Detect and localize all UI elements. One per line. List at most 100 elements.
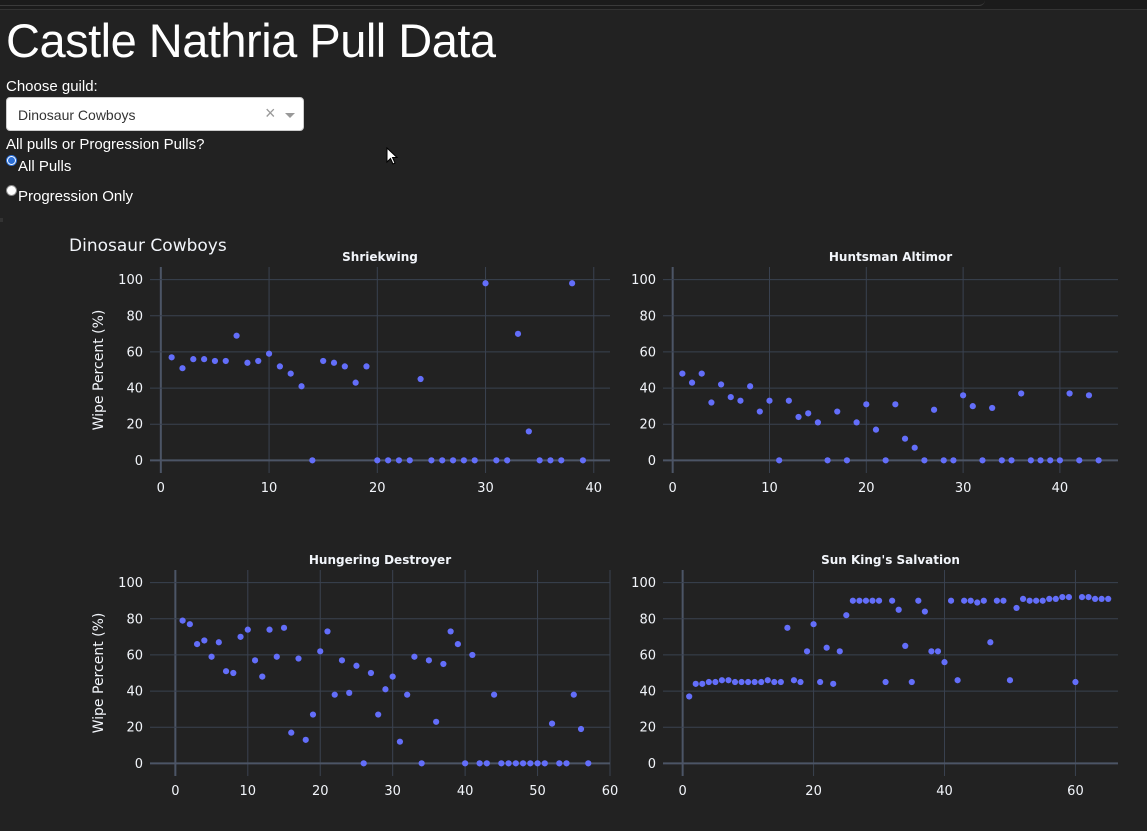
radio-progression-only-label[interactable]: Progression Only	[18, 188, 134, 205]
data-point	[941, 659, 948, 666]
data-point	[1026, 597, 1033, 604]
data-point	[449, 457, 457, 464]
data-point	[679, 370, 686, 377]
data-point	[686, 693, 693, 700]
data-point	[872, 426, 880, 433]
data-point	[863, 401, 870, 408]
data-point	[341, 363, 348, 370]
page-title: Castle Nathria Pull Data	[6, 14, 496, 67]
y-tick-label: 20	[126, 418, 143, 433]
x-tick-label: 20	[312, 784, 329, 799]
data-point	[490, 691, 498, 698]
data-point	[330, 359, 338, 366]
data-point	[856, 597, 863, 604]
data-point	[363, 363, 370, 370]
data-point	[579, 457, 587, 464]
data-point	[1056, 457, 1064, 464]
data-point	[201, 637, 208, 644]
x-tick-label: 20	[805, 784, 822, 799]
radio-all-pulls-label[interactable]: All Pulls	[18, 158, 72, 175]
data-point	[805, 410, 812, 417]
data-point	[230, 669, 237, 677]
y-axis-label: Wipe Percent (%)	[91, 613, 107, 734]
data-point	[727, 394, 734, 401]
data-point	[460, 457, 467, 464]
y-tick-label: 20	[639, 418, 656, 433]
data-point	[717, 381, 725, 388]
x-tick-label: 0	[157, 481, 165, 496]
y-tick-label: 20	[126, 721, 143, 736]
data-point	[974, 599, 981, 606]
data-point	[979, 457, 986, 464]
x-tick-label: 50	[529, 784, 546, 799]
data-point	[889, 597, 896, 604]
data-point	[921, 457, 928, 464]
data-point	[961, 597, 968, 604]
data-point	[276, 363, 283, 370]
data-point	[302, 736, 309, 743]
data-point	[505, 760, 512, 767]
data-point	[1105, 595, 1112, 603]
y-tick-label: 80	[126, 309, 143, 324]
data-point	[950, 457, 957, 464]
x-tick-label: 0	[669, 481, 677, 496]
clear-icon[interactable]: ×	[265, 103, 276, 123]
data-point	[577, 725, 585, 733]
data-point	[211, 357, 219, 365]
data-point	[309, 711, 317, 718]
data-point	[688, 379, 696, 386]
data-point	[882, 457, 889, 464]
subplot-title: Huntsman Altimor	[829, 250, 952, 264]
data-point	[987, 639, 994, 646]
data-point	[993, 597, 1000, 604]
radio-button-selected[interactable]	[6, 155, 17, 166]
data-point	[1006, 677, 1014, 684]
data-point	[346, 689, 353, 696]
data-point	[512, 760, 519, 767]
x-tick-label: 20	[858, 481, 875, 496]
radio-progression-only[interactable]: Progression Only	[6, 185, 133, 206]
chevron-down-icon[interactable]	[285, 113, 295, 118]
radio-button-unselected[interactable]	[6, 185, 17, 196]
data-point	[404, 691, 411, 698]
data-point	[980, 597, 987, 604]
data-point	[215, 639, 222, 646]
data-point	[1047, 457, 1054, 464]
x-tick-label: 40	[1052, 481, 1069, 496]
y-tick-label: 0	[135, 454, 143, 469]
radio-all-pulls[interactable]: All Pulls	[6, 155, 71, 176]
data-point	[817, 678, 824, 686]
data-point	[1039, 597, 1046, 604]
data-point	[563, 760, 570, 767]
data-point	[298, 383, 305, 390]
data-point	[699, 680, 706, 687]
data-point	[428, 457, 435, 464]
data-point	[1098, 595, 1105, 603]
data-point	[882, 678, 889, 686]
subplot-title: Shriekwing	[342, 250, 418, 264]
data-point	[803, 648, 811, 655]
y-tick-label: 40	[639, 685, 656, 700]
data-point	[698, 370, 705, 377]
y-tick-label: 80	[639, 612, 656, 627]
data-point	[1037, 457, 1044, 464]
guild-dropdown[interactable]: Dinosaur Cowboys ×	[6, 97, 304, 131]
data-point	[875, 597, 883, 604]
data-point	[482, 280, 489, 287]
data-point	[1076, 457, 1083, 464]
data-point	[1027, 457, 1034, 464]
guild-selected-value: Dinosaur Cowboys	[18, 107, 136, 123]
data-point	[1059, 594, 1066, 601]
data-point	[785, 397, 792, 404]
data-point	[395, 457, 403, 464]
data-point	[374, 457, 381, 464]
data-point	[425, 657, 432, 664]
y-tick-label: 60	[126, 345, 143, 360]
data-point	[989, 404, 996, 412]
mode-label: All pulls or Progression Pulls?	[6, 136, 205, 153]
data-point	[777, 678, 784, 686]
data-point	[928, 648, 935, 655]
data-point	[797, 678, 804, 686]
data-point	[556, 760, 563, 767]
